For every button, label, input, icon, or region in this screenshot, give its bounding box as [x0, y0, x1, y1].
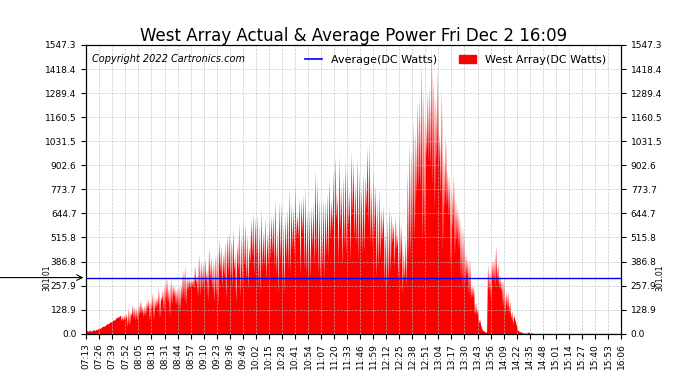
Text: Copyright 2022 Cartronics.com: Copyright 2022 Cartronics.com — [92, 54, 244, 64]
Legend: Average(DC Watts), West Array(DC Watts): Average(DC Watts), West Array(DC Watts) — [301, 51, 610, 69]
Text: 301.01: 301.01 — [43, 264, 52, 291]
Title: West Array Actual & Average Power Fri Dec 2 16:09: West Array Actual & Average Power Fri De… — [140, 27, 567, 45]
Text: 301.01: 301.01 — [656, 264, 664, 291]
